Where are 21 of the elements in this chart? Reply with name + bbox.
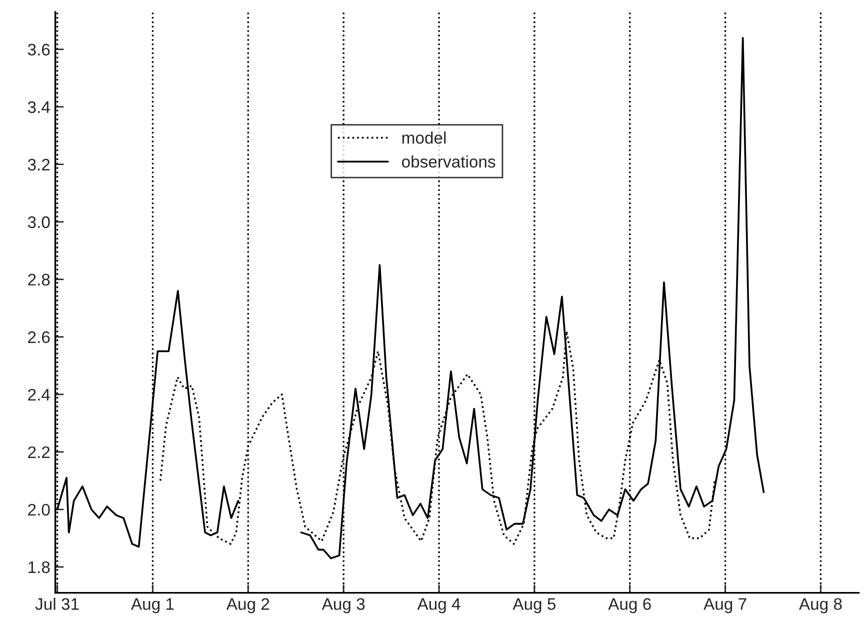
y-tick-label: 1.8 (28, 561, 50, 574)
y-tick-label: 3.0 (28, 216, 50, 228)
x-tick-label: Aug 2 (226, 598, 270, 614)
x-tick-label: Jul 31 (35, 598, 79, 610)
x-tick-label: Aug 1 (130, 598, 174, 614)
y-tick-label: 3.4 (28, 101, 50, 114)
y-tick-label: 3.6 (28, 44, 50, 56)
x-tick-label: Aug 4 (417, 598, 460, 614)
x-tick-label: Aug 5 (512, 598, 556, 614)
legend-label: model (402, 132, 446, 144)
x-tick-label: Aug 6 (608, 598, 651, 614)
y-tick-label: 2.4 (28, 388, 50, 400)
y-tick-label: 2.0 (28, 504, 50, 516)
x-tick-label: Aug 3 (322, 598, 365, 614)
y-tick-label: 2.6 (28, 331, 50, 344)
y-tick-label: 2.8 (28, 274, 50, 286)
y-tick-label: 2.2 (28, 446, 50, 458)
x-tick-label: Aug 8 (798, 598, 842, 614)
y-tick-label: 3.2 (28, 158, 50, 171)
x-tick-label: Aug 7 (704, 598, 746, 614)
legend-label: observations (402, 155, 496, 168)
